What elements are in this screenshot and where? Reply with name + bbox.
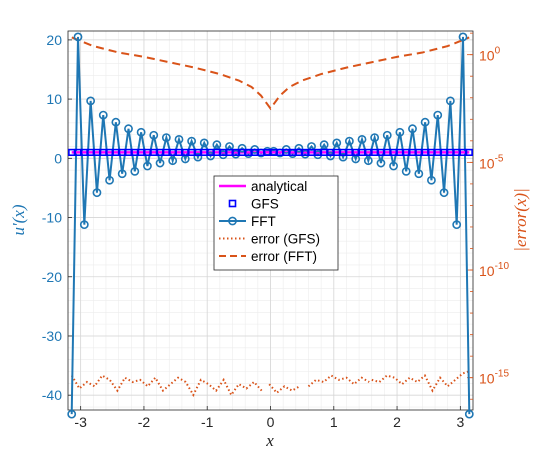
fft-point [401,166,411,176]
fft-point [408,124,417,134]
fft-point [382,130,392,140]
fft-point [187,136,197,146]
fft-point [439,188,449,198]
fft-point [445,96,455,106]
series-layer [67,32,474,419]
left-tick-label: -20 [42,269,62,285]
left-tick-label: -40 [42,387,62,403]
y-axis-right-label: |error(x)| [511,188,530,251]
fft-point [86,96,96,106]
bottom-axis-ticks: -3 -2 -1 0 1 2 3 [74,406,464,430]
y-axis-left-label: u'(x) [9,204,28,235]
legend-label: GFS [251,197,279,212]
fft-point [332,138,342,148]
fft-point [427,175,436,185]
legend-label: error (FFT) [251,249,317,264]
legend-entry: analytical [219,179,307,194]
legend-label: error (GFS) [251,232,320,247]
fft-point [357,134,367,144]
fft-point [149,130,159,140]
fft-point [174,134,184,144]
left-tick-label: -30 [42,328,62,344]
fft-point [376,158,386,168]
gfs-point [465,148,473,156]
fft-point [193,152,203,162]
series-error-fft-line [71,36,470,111]
bottom-tick-label: 0 [267,414,275,430]
fft-point [92,188,102,198]
legend-label: FFT [251,214,276,229]
fft-point [199,138,209,148]
left-tick-label: 20 [46,32,62,48]
fft-point [111,117,121,127]
fft-point [237,143,247,153]
fft-point [161,133,171,142]
fft-point [130,166,140,176]
legend-entry: FFT [219,214,276,229]
legend-entry: error (FFT) [219,249,317,264]
left-axis-ticks: 20 10 0 -10 -20 -30 -40 [42,32,72,403]
bottom-tick-label: 3 [456,414,464,430]
fft-point [117,169,127,179]
fft-point [73,32,83,42]
fft-point [294,143,304,153]
fft-point [79,220,89,230]
right-tick-label: 10-5 [479,153,504,171]
fft-point [124,124,133,134]
fft-point [344,136,354,146]
fft-point [143,161,152,171]
series-error-gfs-line [371,370,470,393]
left-tick-label: -10 [42,210,62,226]
fft-point [389,161,398,171]
right-tick-label: 100 [479,46,501,64]
series-error-gfs-line [307,374,370,388]
fft-point [363,156,373,166]
fft-point [370,133,380,142]
bottom-tick-label: -1 [201,414,214,430]
legend-entry: error (GFS) [219,232,320,247]
fft-point [464,409,474,419]
fft-point [67,409,77,419]
fft-point [395,127,405,137]
legend-box [213,175,339,271]
legend-entry: GFS [228,197,279,212]
x-axis-label: x [265,431,274,450]
right-tick-label: 10-10 [479,261,509,279]
bottom-tick-label: 2 [393,414,401,430]
fft-point [168,156,178,166]
right-axis-ticks: 100 10-5 10-10 10-15 [467,32,509,400]
fft-point [98,110,108,120]
bottom-tick-label: 1 [330,414,338,430]
fft-point [105,175,114,185]
fft-point [420,117,430,127]
left-tick-label: 0 [54,150,62,166]
fft-point [338,152,348,162]
series-error-gfs-line [268,383,301,395]
right-tick-label: 10-15 [479,369,509,387]
legend: analytical GFS FFT error (GFS) error (FFT) [213,175,339,271]
left-tick-label: 10 [46,91,62,107]
fft-point [433,110,443,120]
fft-point [136,127,146,137]
series-error-gfs-line [70,374,263,398]
fft-point [212,140,222,150]
legend-label: analytical [251,179,307,194]
fft-point [458,32,468,42]
legend-swatch-fft-marker [228,216,237,226]
legend-swatch-gfs [228,199,237,208]
fft-point [155,158,165,168]
bottom-tick-label: -2 [138,414,151,430]
fft-point [452,220,462,230]
bottom-tick-label: -3 [74,414,87,430]
fft-point [414,169,424,179]
fft-point [319,140,329,150]
